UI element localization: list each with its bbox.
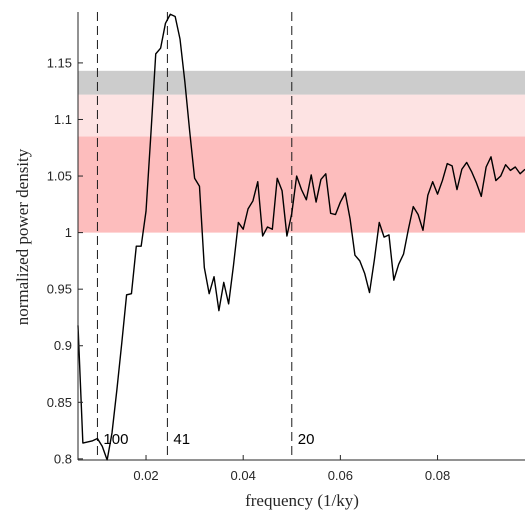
band-1 <box>78 94 525 137</box>
x-tick-label: 0.02 <box>133 468 158 483</box>
band-0 <box>78 136 525 233</box>
y-tick-label: 0.95 <box>47 282 72 297</box>
tick-labels: 0.02 0.04 0.06 0.08 0.8 0.85 0.9 0.95 1 1.05 1.1 1.… <box>47 55 451 483</box>
y-tick-label: 1 <box>65 225 72 240</box>
y-tick-label: 1.1 <box>54 112 72 127</box>
series-line-0 <box>77 13 525 461</box>
x-tick-label: 0.04 <box>231 468 256 483</box>
spectrum-series <box>77 13 525 461</box>
x-tick-label: 0.08 <box>425 468 450 483</box>
y-tick-label: 0.9 <box>54 338 72 353</box>
y-tick-label: 1.15 <box>47 55 72 70</box>
y-tick-label: 0.85 <box>47 395 72 410</box>
x-axis-label: frequency (1/ky) <box>245 491 359 510</box>
period-label-20: 20 <box>298 431 315 448</box>
period-label-41: 41 <box>173 431 190 448</box>
confidence-bands <box>78 70 525 233</box>
band-2 <box>78 70 525 95</box>
period-markers: 100 41 20 <box>96 12 315 460</box>
period-label-100: 100 <box>103 431 128 448</box>
x-tick-label: 0.06 <box>328 468 353 483</box>
y-axis-label: normalized power density <box>13 148 32 325</box>
axes <box>77 12 525 461</box>
y-tick-label: 1.05 <box>47 169 72 184</box>
y-tick-label: 0.8 <box>54 451 72 466</box>
